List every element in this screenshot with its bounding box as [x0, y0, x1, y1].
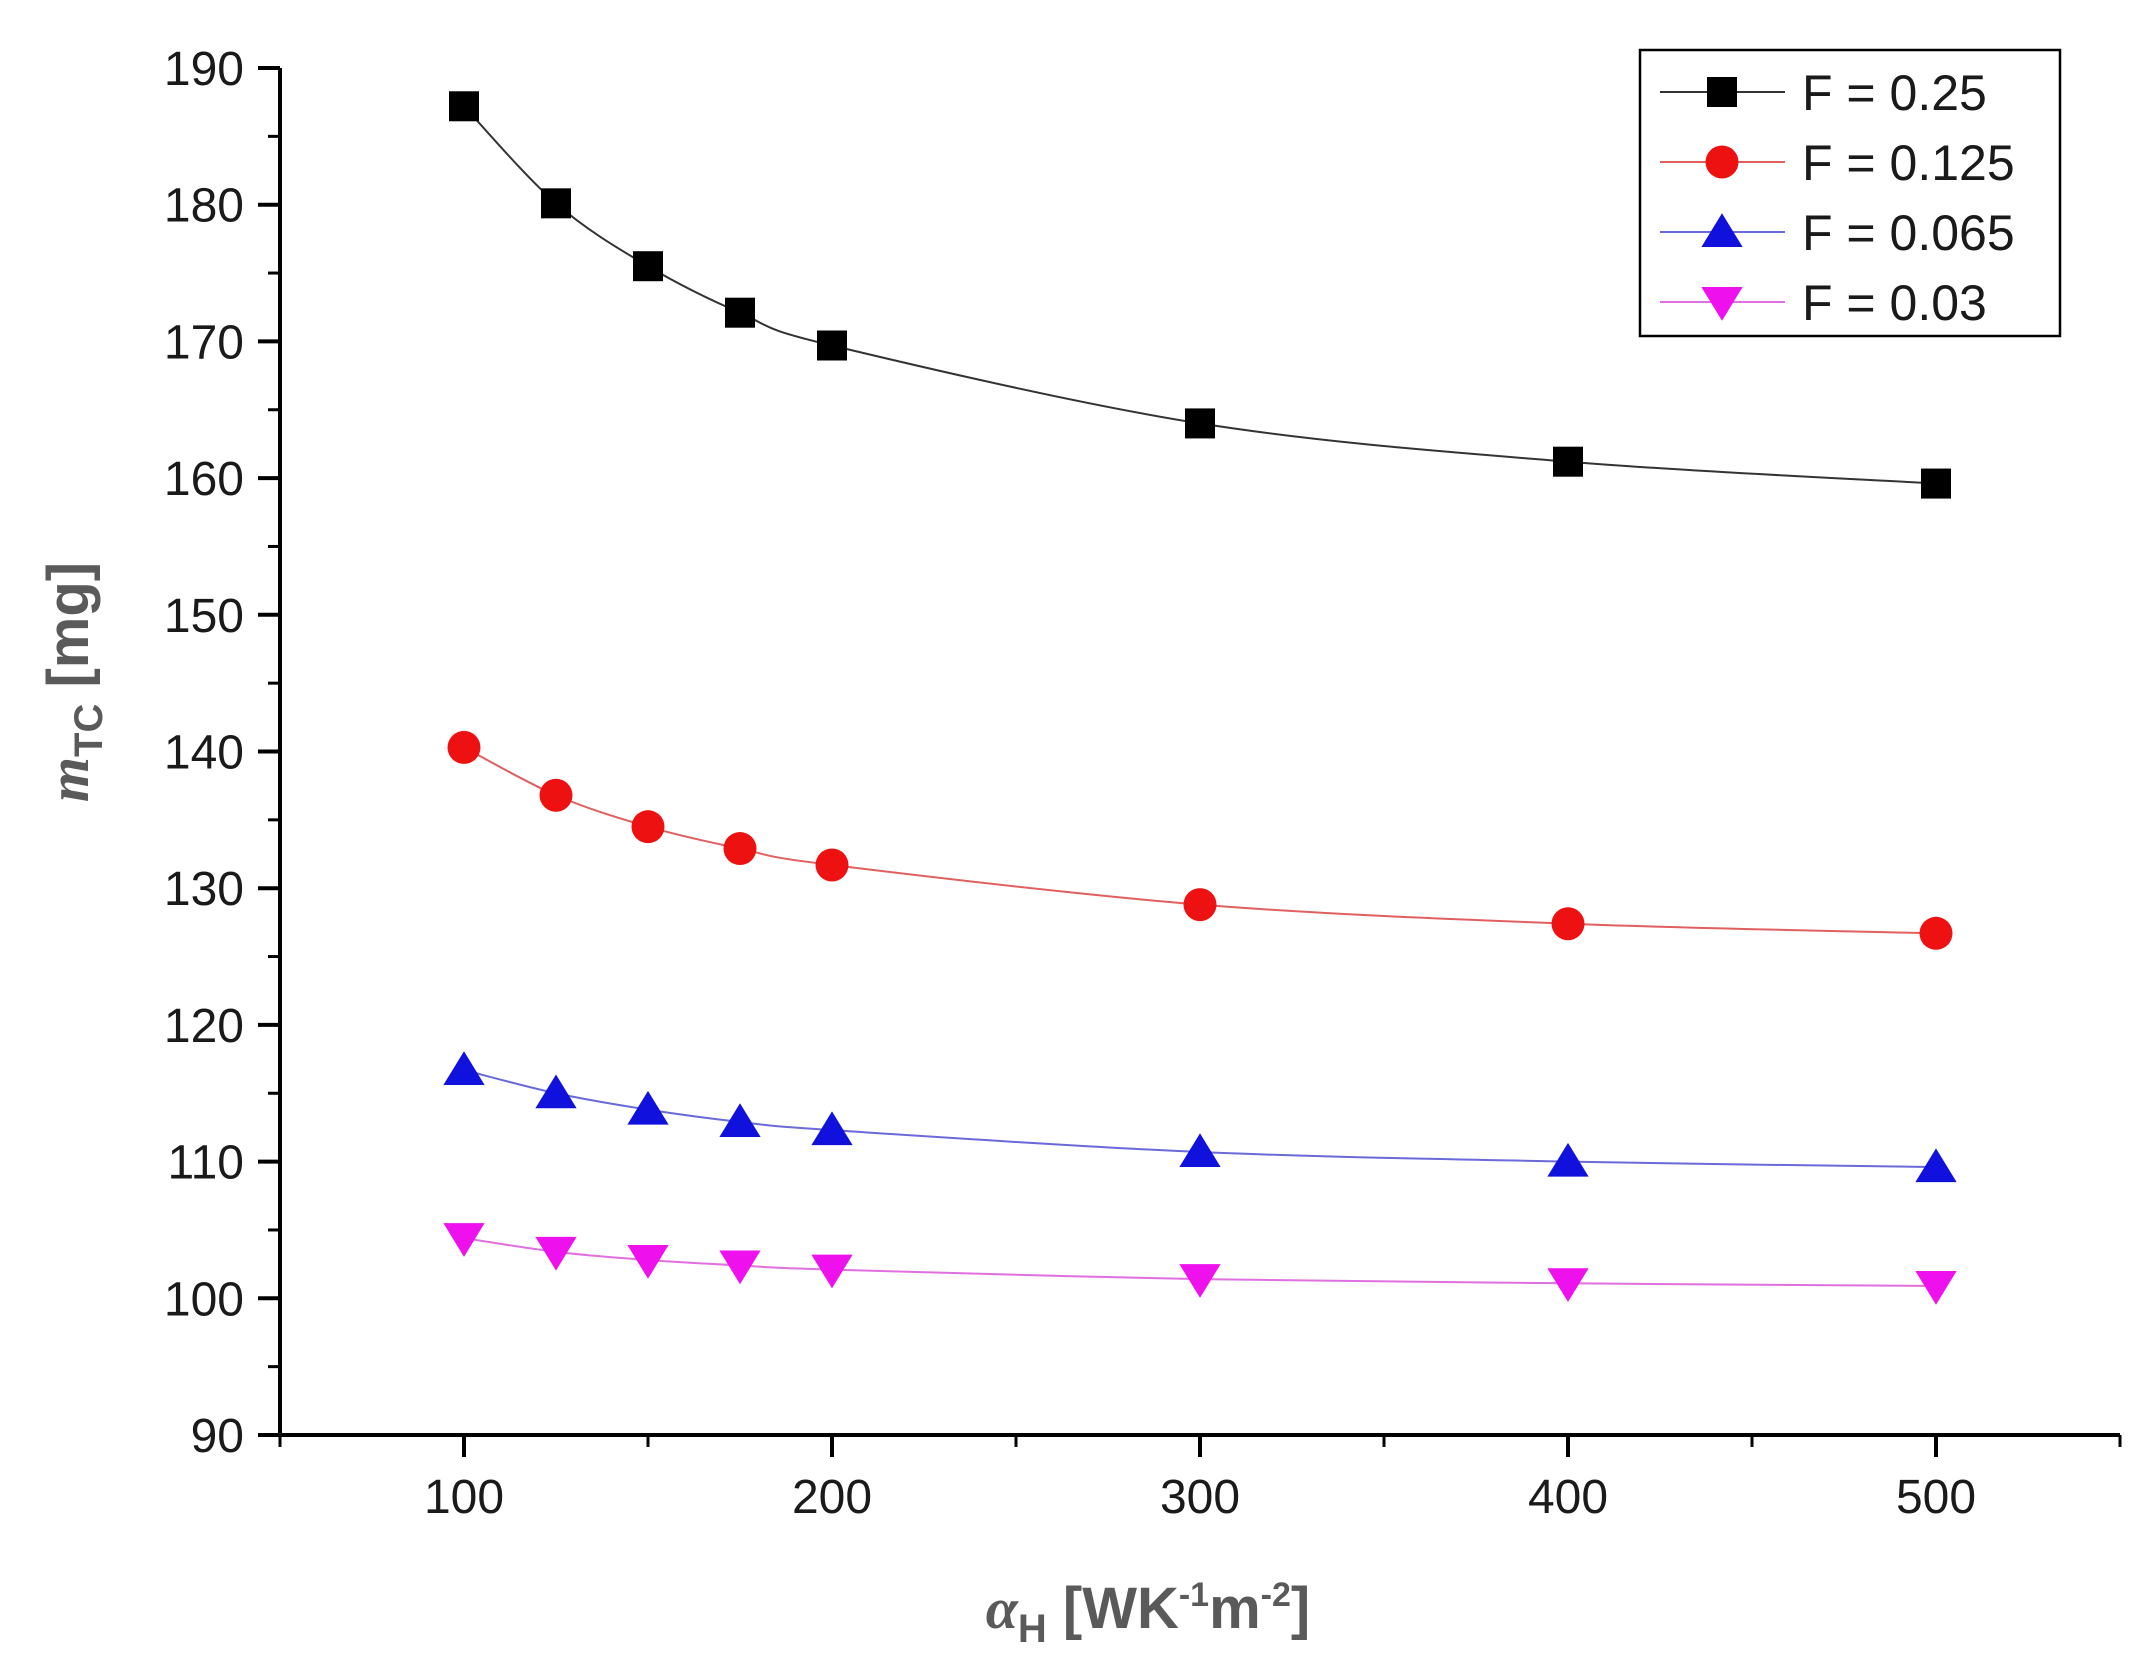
x-axis-symbol: α [986, 1576, 1019, 1641]
data-point [1179, 1264, 1221, 1298]
data-point [719, 1250, 761, 1285]
x-tick-label: 300 [1160, 1471, 1240, 1524]
data-point [811, 1111, 853, 1146]
data-point [1919, 916, 1953, 950]
x-tick-label: 100 [424, 1471, 504, 1524]
data-point [449, 91, 479, 122]
y-axis-subscript: TC [67, 704, 111, 757]
data-point [1547, 1268, 1589, 1303]
legend-label: F = 0.03 [1802, 275, 1987, 331]
data-point [723, 832, 757, 866]
axes: 90 100 110 120 130 140 150 160 170 180 190 100 200 30… [164, 43, 2122, 1524]
data-point [535, 1236, 577, 1271]
legend: F = 0.25 F = 0.125 F = 0.065 F = 0.03 [1638, 48, 2062, 338]
x-axis-title: αH [WK-1m-2] [986, 1576, 1310, 1651]
y-tick-label: 150 [164, 590, 244, 643]
x-tick-label: 200 [792, 1471, 872, 1524]
series-line-0 [463, 105, 1937, 485]
y-tick-label: 140 [164, 727, 244, 780]
data-point [447, 730, 481, 764]
data-point [535, 1074, 577, 1109]
y-axis-unit: [mg] [36, 562, 101, 704]
series-line-3 [463, 1237, 1937, 1287]
series-lines [463, 105, 1937, 1287]
x-axis-unit-open: [WK [1047, 1576, 1179, 1641]
data-point [633, 251, 663, 282]
y-tick-label: 130 [164, 863, 244, 916]
data-point [1551, 907, 1585, 941]
data-point [1915, 1270, 1957, 1305]
data-point [725, 297, 755, 328]
data-point [1183, 888, 1217, 922]
x-tick-label: 400 [1528, 1471, 1608, 1524]
legend-label: F = 0.125 [1802, 135, 2015, 191]
data-point [627, 1090, 669, 1125]
legend-marker [1707, 77, 1737, 107]
data-point [815, 848, 849, 882]
data-point [719, 1103, 761, 1137]
y-axis-symbol: m [36, 757, 101, 802]
legend-marker [1701, 213, 1743, 247]
data-point [541, 188, 571, 219]
series-line-2 [463, 1069, 1937, 1169]
x-axis-subscript: H [1018, 1607, 1047, 1651]
data-point [1915, 1148, 1957, 1183]
legend-marker [1701, 287, 1743, 321]
legend-label: F = 0.065 [1802, 205, 2015, 261]
y-tick-label: 180 [164, 180, 244, 233]
x-axis-unit-close: ] [1291, 1576, 1310, 1641]
data-point [631, 810, 665, 844]
data-point [1185, 408, 1215, 439]
y-tick-label: 110 [167, 1137, 244, 1190]
data-point [443, 1223, 485, 1257]
series-markers [443, 91, 1957, 1305]
legend-label: F = 0.25 [1802, 65, 1987, 121]
y-tick-label: 90 [191, 1410, 244, 1463]
data-point [539, 778, 573, 812]
data-point [1179, 1133, 1221, 1168]
data-point [443, 1051, 485, 1086]
legend-marker [1705, 145, 1739, 179]
x-tick-label: 500 [1896, 1471, 1976, 1524]
y-axis-title: mTC [mg] [36, 562, 111, 802]
y-tick-label: 190 [164, 43, 244, 96]
data-point [811, 1254, 853, 1289]
x-axis-unit-mid: m [1209, 1576, 1261, 1641]
data-point [817, 330, 847, 361]
data-point [1547, 1142, 1589, 1177]
data-point [627, 1245, 669, 1279]
x-axis-sup1: -1 [1179, 1576, 1209, 1614]
y-tick-label: 160 [164, 453, 244, 506]
data-point [1921, 468, 1951, 499]
y-tick-label: 170 [164, 316, 244, 369]
y-tick-label: 100 [164, 1273, 244, 1326]
x-axis-sup2: -2 [1261, 1576, 1291, 1614]
data-point [1553, 446, 1583, 477]
y-tick-label: 120 [164, 1000, 244, 1053]
series-line-1 [463, 746, 1937, 935]
